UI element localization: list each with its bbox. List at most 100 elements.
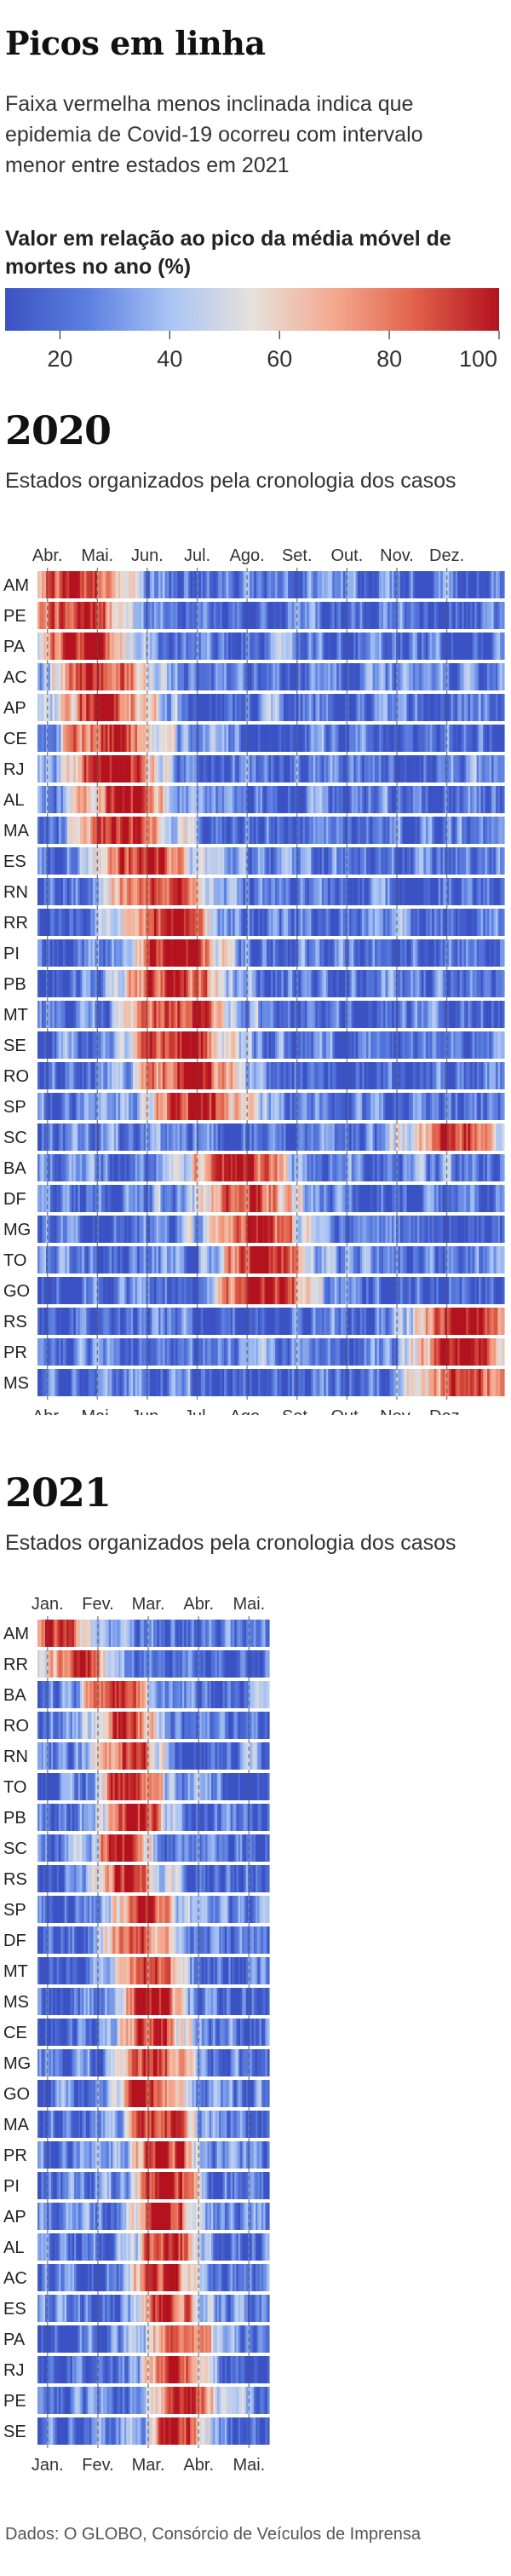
heat-cell	[408, 786, 411, 813]
heat-cell	[268, 571, 272, 598]
heat-cell	[402, 1093, 405, 1120]
heat-cell	[177, 970, 181, 997]
heat-cell	[476, 694, 479, 721]
heat-cell	[462, 847, 465, 875]
heat-cell	[173, 1031, 176, 1059]
heat-cell	[433, 786, 437, 813]
heat-cell	[141, 632, 145, 660]
heat-cell	[379, 632, 382, 660]
heat-cell	[99, 1031, 102, 1059]
heat-cell	[204, 1001, 208, 1028]
heat-cell	[207, 939, 210, 967]
heat-cell	[196, 1001, 199, 1028]
heat-cell	[364, 1123, 367, 1151]
heat-cell	[453, 909, 456, 936]
heat-cell	[213, 632, 216, 660]
heat-cell	[56, 1001, 60, 1028]
heat-cell	[158, 939, 162, 967]
heat-cell	[221, 694, 225, 721]
heat-cell	[221, 602, 225, 629]
heat-cell	[75, 786, 78, 813]
heat-cell	[432, 1216, 435, 1243]
heat-cell	[389, 909, 393, 936]
heat-cell	[234, 817, 238, 844]
heat-cell	[139, 970, 142, 997]
heat-cell	[60, 1093, 64, 1120]
heat-cell	[351, 1154, 354, 1181]
heat-cell	[65, 909, 68, 936]
heat-cell	[328, 1062, 331, 1089]
heat-cell	[399, 1031, 404, 1059]
heat-cell	[256, 786, 259, 813]
heat-cell	[207, 847, 210, 875]
heat-cell	[273, 847, 276, 875]
heat-cell	[49, 817, 54, 844]
heat-cell	[406, 1154, 410, 1181]
heat-cell	[37, 1216, 41, 1243]
heat-cell	[353, 602, 357, 629]
heat-cell	[476, 1123, 479, 1151]
heat-cell	[393, 1093, 397, 1120]
heat-cell	[324, 755, 327, 783]
heat-cell	[99, 694, 102, 721]
heat-cell	[406, 694, 410, 721]
heat-cell	[54, 1246, 58, 1274]
heat-cell	[470, 1001, 474, 1028]
heat-cell	[341, 755, 344, 783]
heat-cell	[500, 909, 503, 936]
heat-cell	[221, 1154, 225, 1181]
heat-cell	[432, 939, 435, 967]
heat-cell	[66, 571, 70, 598]
heat-cell	[294, 755, 297, 783]
heat-cell	[449, 909, 452, 936]
heat-cell	[285, 602, 289, 629]
heat-cell	[207, 1246, 210, 1274]
heat-cell	[238, 970, 242, 997]
heat-cell	[122, 878, 125, 905]
heat-cell	[298, 1031, 301, 1059]
heat-cell	[122, 663, 125, 690]
heat-cell	[73, 786, 77, 813]
heat-cell	[152, 1093, 155, 1120]
heat-cell	[416, 878, 420, 905]
heat-cell	[446, 939, 450, 967]
heat-cell	[291, 1154, 295, 1181]
heat-cell	[480, 847, 484, 875]
heat-cell	[446, 663, 450, 690]
heat-cell	[207, 571, 210, 598]
heat-cell	[415, 939, 418, 967]
heat-cell	[342, 725, 346, 752]
heat-cell	[315, 1062, 319, 1089]
heat-cell	[215, 970, 219, 997]
heat-cell	[411, 1123, 414, 1151]
heat-cell	[283, 571, 287, 598]
heat-cell	[370, 878, 374, 905]
heat-cell	[69, 878, 72, 905]
heat-cell	[493, 970, 497, 997]
heat-cell	[78, 1246, 81, 1274]
heat-cell	[126, 909, 129, 936]
heat-cell	[158, 817, 162, 844]
heat-cell	[451, 1185, 454, 1212]
heat-cell	[135, 970, 138, 997]
heat-cell	[267, 970, 270, 997]
heat-cell	[143, 1216, 146, 1243]
heat-cell	[479, 1031, 482, 1059]
heat-cell	[446, 909, 450, 936]
heat-cell	[359, 755, 363, 783]
heat-cell	[479, 817, 482, 844]
heat-cell	[425, 602, 428, 629]
heat-cell	[290, 817, 293, 844]
heat-cell	[300, 970, 303, 997]
heat-cell	[221, 1185, 225, 1212]
heat-cell	[237, 970, 240, 997]
heat-cell	[311, 939, 314, 967]
heat-cell	[472, 1154, 475, 1181]
heat-cell	[283, 1001, 287, 1028]
heat-cell	[415, 1216, 418, 1243]
heat-cell	[317, 1123, 320, 1151]
heat-cell	[334, 571, 337, 598]
heat-cell	[186, 786, 189, 813]
heat-cell	[241, 602, 244, 629]
heat-cell	[411, 878, 414, 905]
